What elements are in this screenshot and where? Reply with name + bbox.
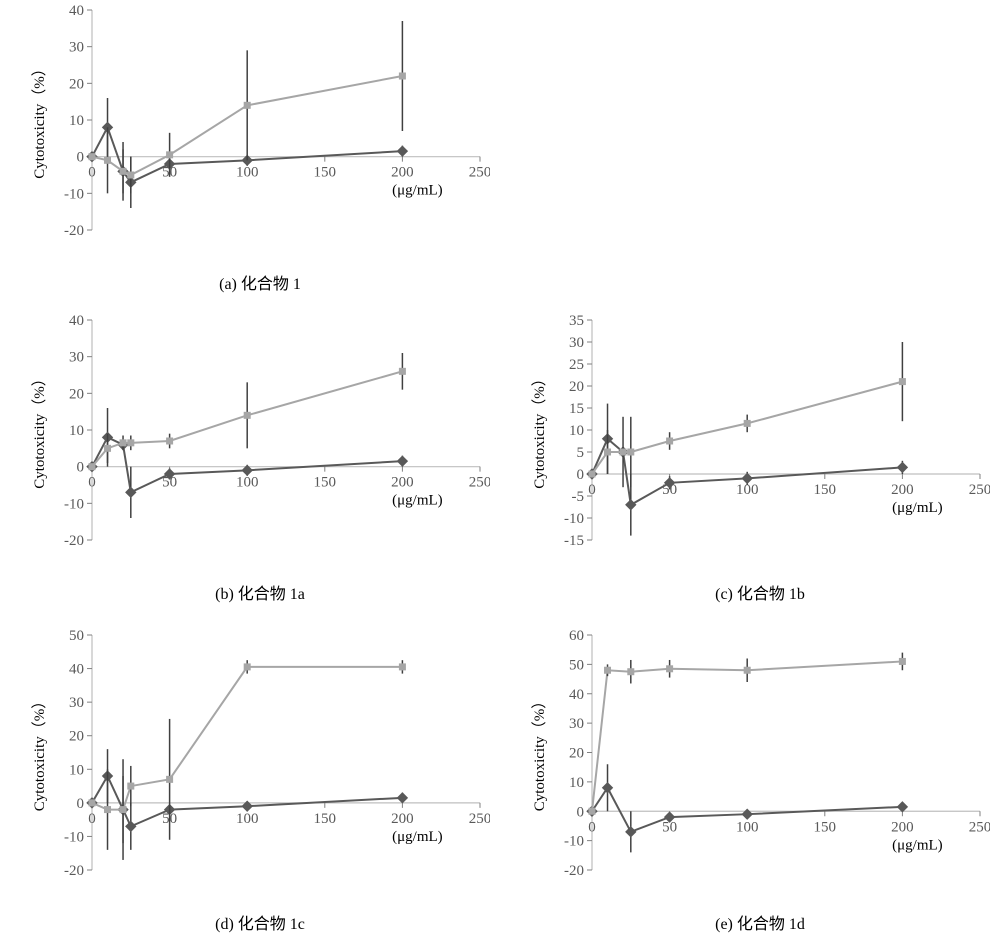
y-tick-label: 40 xyxy=(69,313,84,329)
x-tick-label: 0 xyxy=(88,811,96,827)
y-tick-label: 10 xyxy=(69,423,84,439)
y-tick-label: -20 xyxy=(564,863,584,879)
x-tick-label: 150 xyxy=(814,819,837,835)
y-tick-label: 10 xyxy=(69,113,84,129)
chart-panel-d: -20-1001020304050050100150200250(μg/mL)C… xyxy=(30,625,490,945)
x-tick-label: 100 xyxy=(236,811,259,827)
y-axis-label: Cytotoxicity（%） xyxy=(31,61,48,179)
panel-caption: (e) 化合物 1d xyxy=(530,910,990,934)
y-tick-label: 20 xyxy=(569,379,584,395)
y-tick-label: 25 xyxy=(569,357,584,373)
y-tick-label: 10 xyxy=(69,762,84,778)
y-tick-label: 30 xyxy=(69,350,84,366)
y-tick-label: 40 xyxy=(69,662,84,678)
y-tick-label: 30 xyxy=(569,716,584,732)
chart-svg: -20-10010203040050100150200250(μg/mL)Cyt… xyxy=(30,310,490,575)
y-tick-label: -20 xyxy=(64,533,84,549)
x-tick-label: 150 xyxy=(314,811,337,827)
y-tick-label: 20 xyxy=(69,729,84,745)
x-tick-label: 100 xyxy=(236,475,259,491)
chart-svg: -15-10-505101520253035050100150200250(μg… xyxy=(530,310,990,575)
y-tick-label: 30 xyxy=(69,695,84,711)
y-tick-label: 50 xyxy=(569,657,584,673)
x-tick-label: 0 xyxy=(588,482,596,498)
y-tick-label: 40 xyxy=(69,3,84,19)
x-axis-unit-label: (μg/mL) xyxy=(392,829,443,845)
x-tick-label: 200 xyxy=(391,811,414,827)
chart-panel-b: -20-10010203040050100150200250(μg/mL)Cyt… xyxy=(30,310,490,615)
y-tick-label: -10 xyxy=(64,829,84,845)
x-tick-label: 200 xyxy=(391,475,414,491)
chart-svg: -20-10010203040050100150200250(μg/mL)Cyt… xyxy=(30,0,490,265)
x-tick-label: 0 xyxy=(88,165,96,181)
x-tick-label: 250 xyxy=(469,811,490,827)
x-tick-label: 150 xyxy=(814,482,837,498)
panel-caption: (b) 化合物 1a xyxy=(30,580,490,604)
chart-panel-a: -20-10010203040050100150200250(μg/mL)Cyt… xyxy=(30,0,490,305)
y-tick-label: 40 xyxy=(569,687,584,703)
y-tick-label: 0 xyxy=(77,460,85,476)
x-tick-label: 250 xyxy=(469,165,490,181)
panel-caption: (c) 化合物 1b xyxy=(530,580,990,604)
x-tick-label: 200 xyxy=(891,819,914,835)
y-tick-label: 15 xyxy=(569,401,584,417)
y-tick-label: 20 xyxy=(569,746,584,762)
y-axis-label: Cytotoxicity（%） xyxy=(531,694,548,812)
x-tick-label: 250 xyxy=(969,482,990,498)
x-tick-label: 150 xyxy=(314,475,337,491)
panel-caption: (a) 化合物 1 xyxy=(30,270,490,294)
y-tick-label: -5 xyxy=(572,489,585,505)
y-tick-label: 35 xyxy=(569,313,584,329)
y-tick-label: -10 xyxy=(64,186,84,202)
chart-panel-c: -15-10-505101520253035050100150200250(μg… xyxy=(530,310,990,615)
x-tick-label: 250 xyxy=(969,819,990,835)
y-tick-label: -15 xyxy=(564,533,584,549)
chart-panel-e: -20-100102030405060050100150200250(μg/mL… xyxy=(530,625,990,945)
y-axis-label: Cytotoxicity（%） xyxy=(31,371,48,489)
x-tick-label: 100 xyxy=(736,819,759,835)
x-tick-label: 0 xyxy=(88,475,96,491)
x-tick-label: 0 xyxy=(588,819,596,835)
x-tick-label: 100 xyxy=(236,165,259,181)
y-tick-label: 10 xyxy=(569,775,584,791)
y-tick-label: 60 xyxy=(569,628,584,644)
y-tick-label: -10 xyxy=(64,496,84,512)
y-tick-label: 20 xyxy=(69,386,84,402)
y-axis-label: Cytotoxicity（%） xyxy=(531,371,548,489)
x-axis-unit-label: (μg/mL) xyxy=(392,183,443,199)
y-tick-label: -10 xyxy=(564,834,584,850)
y-tick-label: 0 xyxy=(577,467,585,483)
chart-svg: -20-100102030405060050100150200250(μg/mL… xyxy=(530,625,990,905)
y-tick-label: 5 xyxy=(577,445,585,461)
x-axis-unit-label: (μg/mL) xyxy=(892,837,943,853)
y-tick-label: 30 xyxy=(69,40,84,56)
y-tick-label: 20 xyxy=(69,76,84,92)
y-tick-label: 0 xyxy=(77,796,85,812)
x-tick-label: 200 xyxy=(391,165,414,181)
y-tick-label: 10 xyxy=(569,423,584,439)
y-axis-label: Cytotoxicity（%） xyxy=(31,694,48,812)
x-axis-unit-label: (μg/mL) xyxy=(892,500,943,516)
chart-svg: -20-1001020304050050100150200250(μg/mL)C… xyxy=(30,625,490,905)
y-tick-label: 50 xyxy=(69,628,84,644)
x-tick-label: 150 xyxy=(314,165,337,181)
y-tick-label: 0 xyxy=(77,150,85,166)
x-axis-unit-label: (μg/mL) xyxy=(392,493,443,509)
x-tick-label: 250 xyxy=(469,475,490,491)
y-tick-label: 0 xyxy=(577,804,585,820)
panel-caption: (d) 化合物 1c xyxy=(30,910,490,934)
y-tick-label: -20 xyxy=(64,863,84,879)
y-tick-label: 30 xyxy=(569,335,584,351)
y-tick-label: -10 xyxy=(564,511,584,527)
x-tick-label: 200 xyxy=(891,482,914,498)
y-tick-label: -20 xyxy=(64,223,84,239)
